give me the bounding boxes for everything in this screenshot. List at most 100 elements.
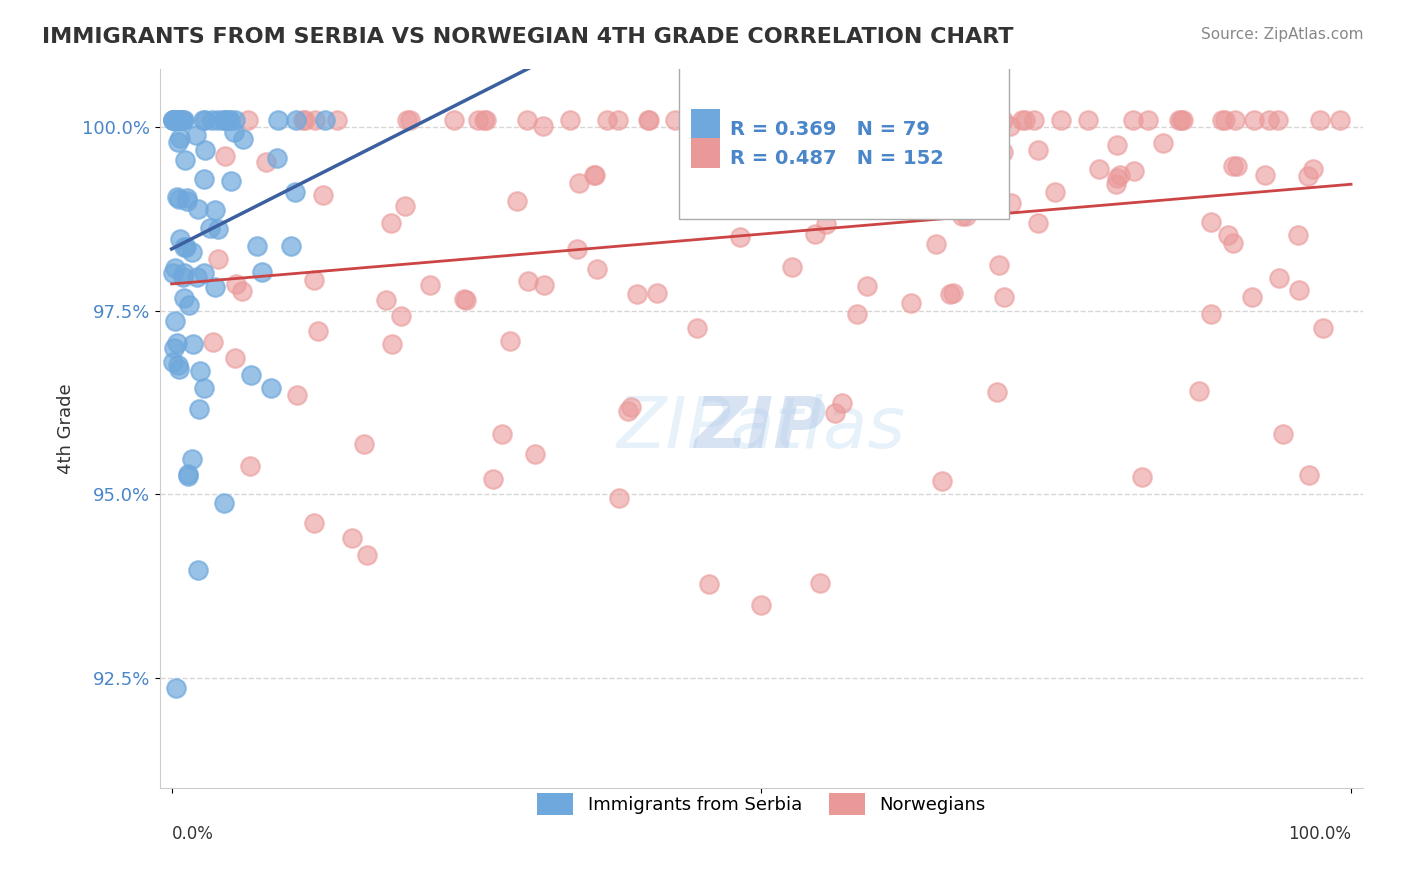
Immigrants from Serbia [222, 125, 245, 139]
Norwegians [931, 474, 953, 488]
Norwegians [1271, 426, 1294, 441]
Norwegians [583, 168, 606, 182]
Norwegians [920, 112, 942, 127]
Norwegians [993, 290, 1015, 304]
Norwegians [616, 404, 638, 418]
Immigrants from Serbia [163, 112, 186, 127]
Norwegians [517, 274, 540, 288]
Immigrants from Serbia [167, 112, 190, 127]
Norwegians [1011, 112, 1033, 127]
Norwegians [1167, 112, 1189, 127]
Norwegians [1109, 169, 1132, 183]
Immigrants from Serbia [169, 112, 191, 127]
Norwegians [918, 158, 941, 172]
Norwegians [398, 112, 420, 127]
Immigrants from Serbia [181, 245, 204, 260]
Immigrants from Serbia [280, 239, 302, 253]
Norwegians [1226, 159, 1249, 173]
Norwegians [1240, 290, 1263, 304]
Norwegians [872, 112, 894, 127]
Norwegians [950, 209, 973, 223]
Norwegians [533, 277, 555, 292]
Norwegians [381, 337, 404, 351]
Norwegians [1188, 384, 1211, 398]
Immigrants from Serbia [221, 174, 243, 188]
Immigrants from Serbia [165, 681, 187, 695]
Norwegians [770, 112, 793, 127]
Norwegians [789, 112, 811, 127]
Norwegians [824, 406, 846, 420]
Immigrants from Serbia [172, 112, 194, 127]
Immigrants from Serbia [173, 291, 195, 305]
Immigrants from Serbia [194, 112, 217, 127]
Norwegians [1077, 112, 1099, 127]
Immigrants from Serbia [181, 336, 204, 351]
Norwegians [443, 112, 465, 127]
Norwegians [759, 112, 782, 127]
Immigrants from Serbia [188, 364, 211, 378]
Immigrants from Serbia [186, 269, 208, 284]
Norwegians [697, 577, 720, 591]
Immigrants from Serbia [219, 112, 242, 127]
Norwegians [686, 320, 709, 334]
Norwegians [1309, 112, 1331, 127]
Norwegians [1050, 112, 1073, 127]
Immigrants from Serbia [169, 131, 191, 145]
Immigrants from Serbia [162, 112, 184, 127]
Norwegians [1302, 161, 1324, 176]
Norwegians [1286, 227, 1309, 242]
FancyBboxPatch shape [679, 50, 1010, 219]
Norwegians [558, 112, 581, 127]
Norwegians [950, 112, 973, 127]
Norwegians [786, 159, 808, 173]
Immigrants from Serbia [193, 266, 215, 280]
Immigrants from Serbia [165, 260, 187, 275]
Norwegians [1288, 284, 1310, 298]
Norwegians [808, 575, 831, 590]
Norwegians [1199, 214, 1222, 228]
Norwegians [955, 209, 977, 223]
Immigrants from Serbia [215, 112, 238, 127]
Norwegians [395, 112, 418, 127]
Immigrants from Serbia [173, 153, 195, 167]
Norwegians [856, 279, 879, 293]
Immigrants from Serbia [174, 240, 197, 254]
Immigrants from Serbia [204, 280, 226, 294]
Immigrants from Serbia [314, 112, 336, 127]
Norwegians [890, 112, 912, 127]
Y-axis label: 4th Grade: 4th Grade [58, 383, 75, 474]
Immigrants from Serbia [169, 232, 191, 246]
Norwegians [664, 112, 686, 127]
Norwegians [637, 112, 659, 127]
Immigrants from Serbia [166, 358, 188, 372]
Norwegians [214, 149, 236, 163]
Immigrants from Serbia [250, 264, 273, 278]
Norwegians [312, 188, 335, 202]
Norwegians [925, 237, 948, 252]
Norwegians [908, 112, 931, 127]
Norwegians [595, 112, 617, 127]
Immigrants from Serbia [169, 192, 191, 206]
Norwegians [516, 112, 538, 127]
Text: IMMIGRANTS FROM SERBIA VS NORWEGIAN 4TH GRADE CORRELATION CHART: IMMIGRANTS FROM SERBIA VS NORWEGIAN 4TH … [42, 27, 1014, 46]
Immigrants from Serbia [245, 238, 267, 252]
Norwegians [389, 310, 412, 324]
Norwegians [993, 145, 1015, 159]
Norwegians [769, 143, 792, 157]
Immigrants from Serbia [184, 128, 207, 142]
Immigrants from Serbia [188, 402, 211, 417]
Norwegians [993, 112, 1015, 127]
Immigrants from Serbia [194, 144, 217, 158]
Norwegians [1026, 143, 1049, 157]
Text: 0.0%: 0.0% [172, 825, 214, 843]
Norwegians [1216, 228, 1239, 243]
Norwegians [1170, 112, 1192, 127]
Legend: Immigrants from Serbia, Norwegians: Immigrants from Serbia, Norwegians [530, 786, 993, 822]
Immigrants from Serbia [232, 132, 254, 146]
Immigrants from Serbia [224, 112, 246, 127]
Text: R = 0.369   N = 79: R = 0.369 N = 79 [730, 120, 929, 139]
Immigrants from Serbia [187, 563, 209, 577]
Immigrants from Serbia [212, 112, 235, 127]
Norwegians [302, 516, 325, 531]
Immigrants from Serbia [167, 136, 190, 150]
